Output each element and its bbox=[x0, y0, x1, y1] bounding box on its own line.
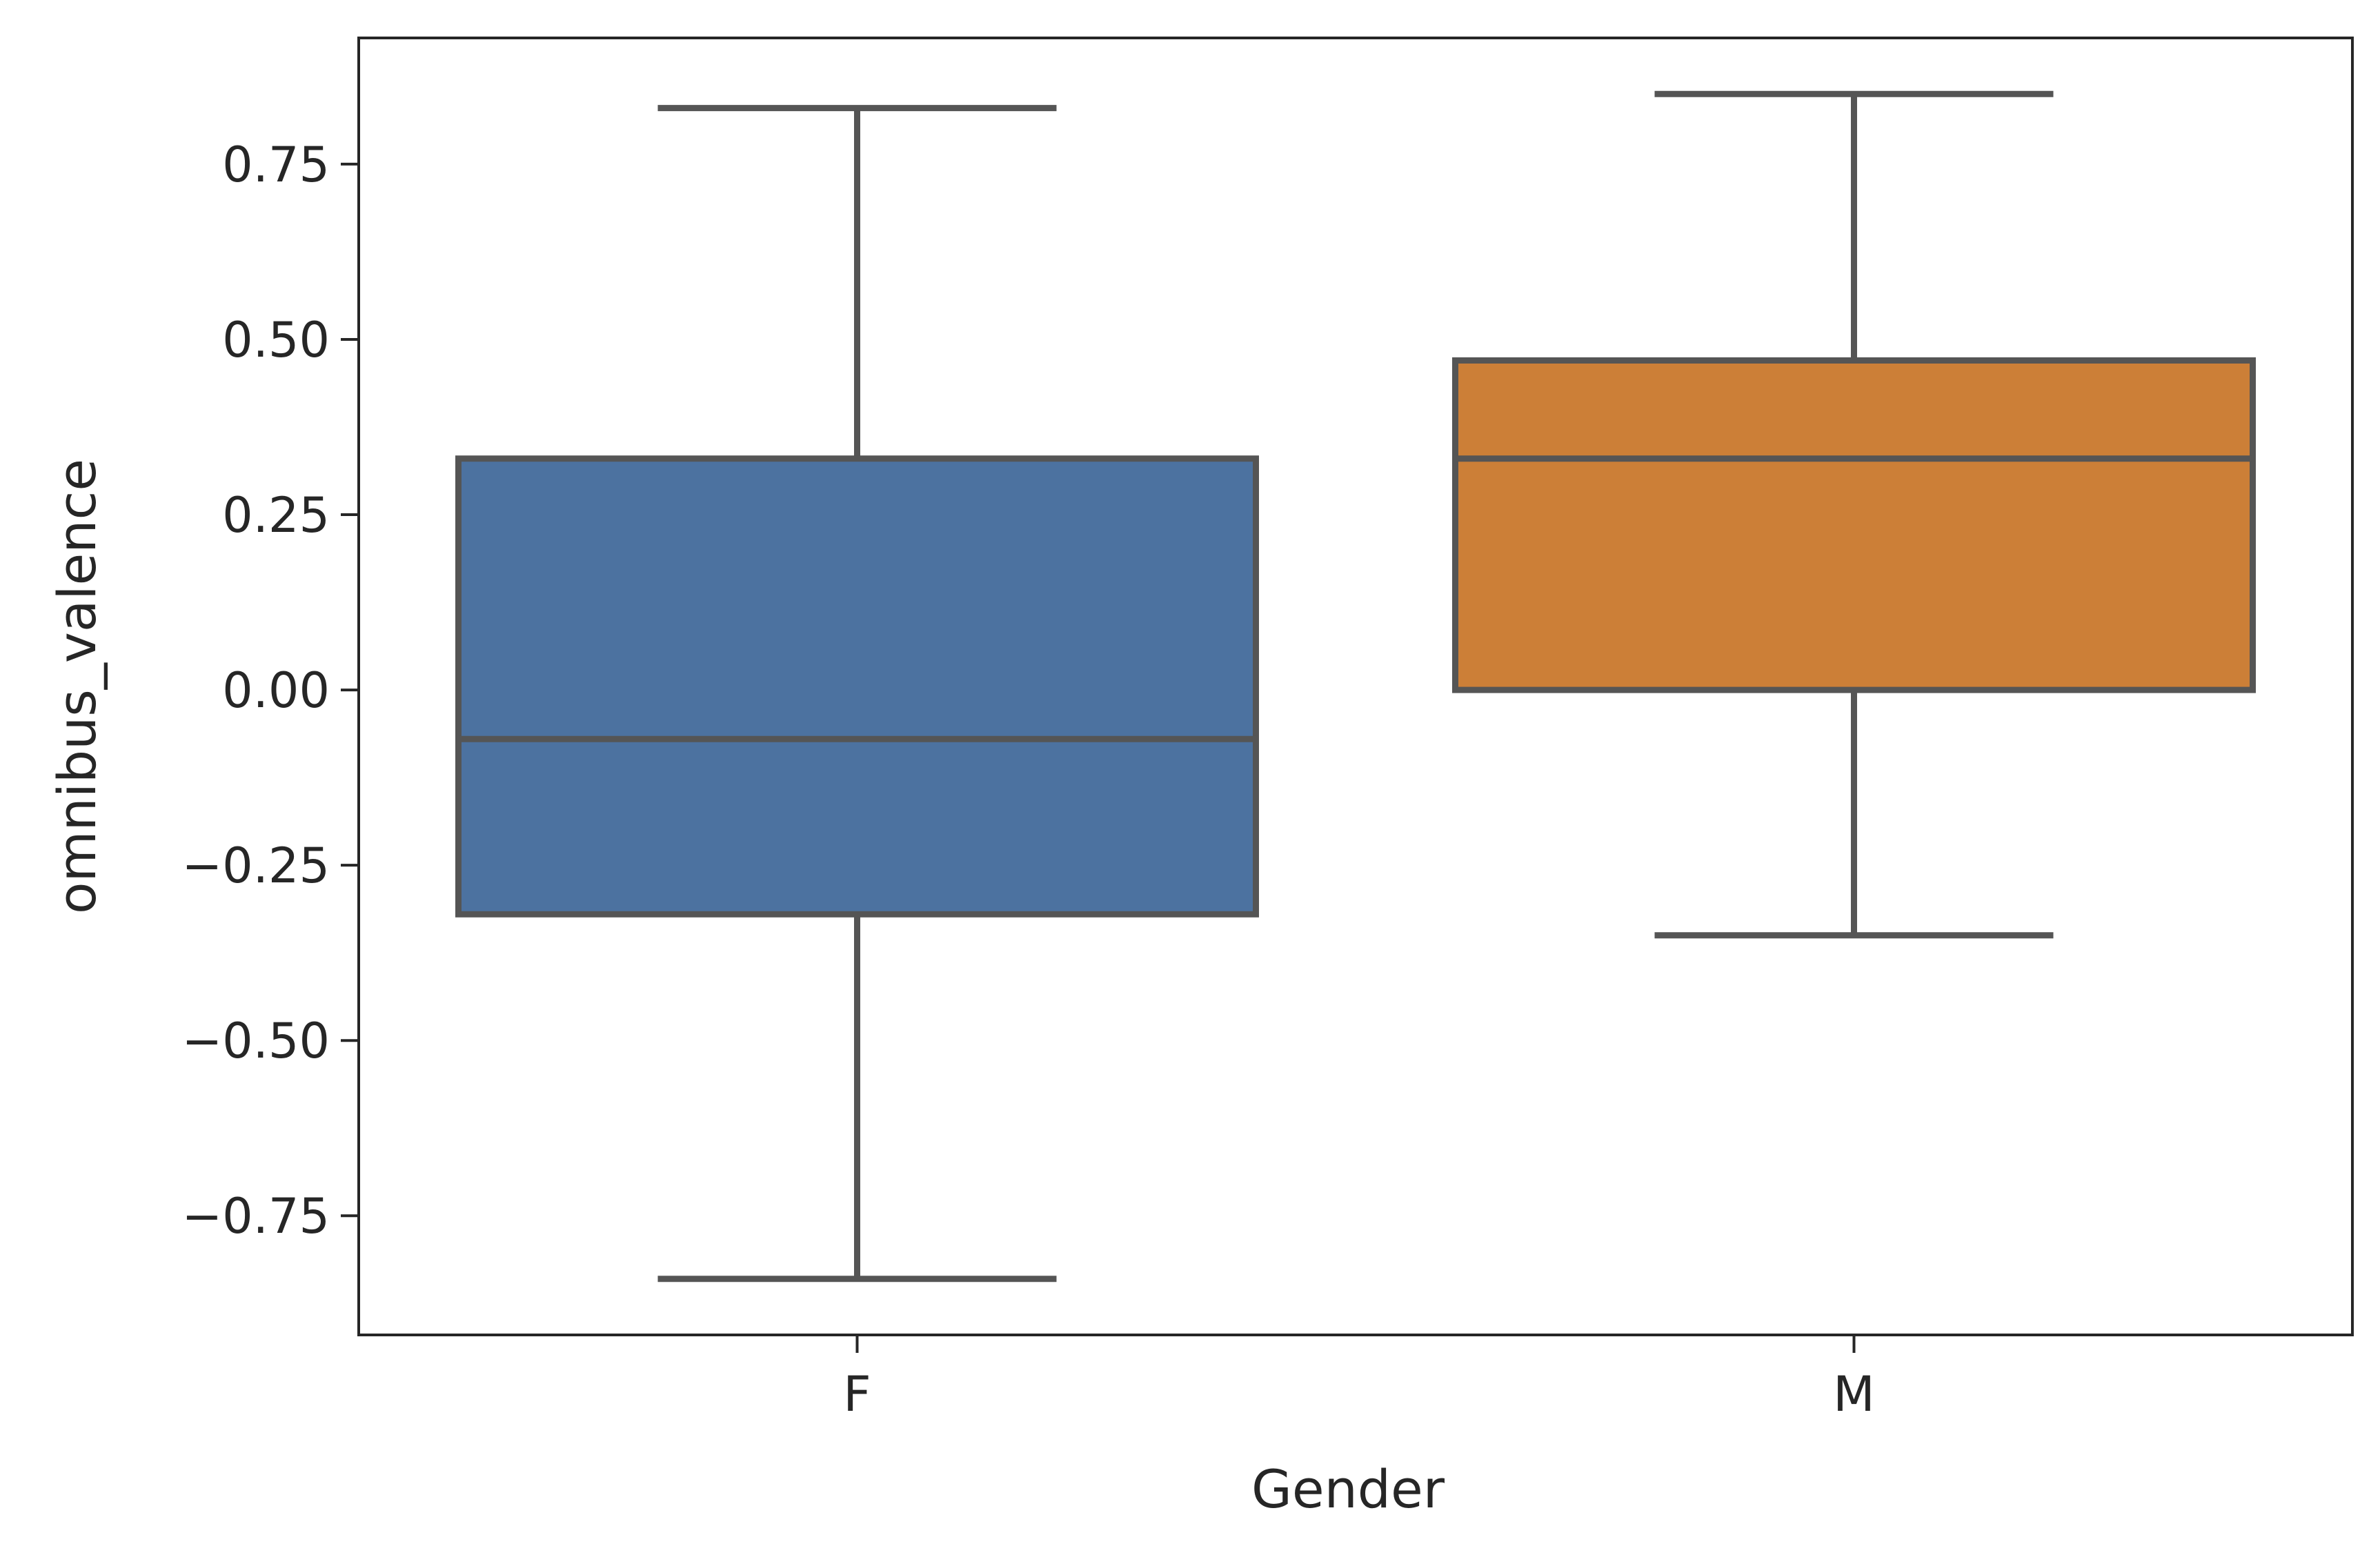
box-group-M bbox=[1452, 90, 2256, 939]
box-iqr bbox=[1452, 357, 2256, 693]
y-tick-label: 0.00 bbox=[222, 662, 330, 719]
y-tick-label: −0.25 bbox=[181, 838, 330, 894]
y-tick-label: 0.25 bbox=[222, 487, 330, 544]
x-tick-label: M bbox=[1833, 1366, 1874, 1423]
x-tick-label: F bbox=[843, 1366, 871, 1423]
y-tick-label: −0.75 bbox=[181, 1188, 330, 1245]
y-tick-label: 0.75 bbox=[222, 137, 330, 193]
x-axis-label: Gender bbox=[1251, 1458, 1445, 1520]
axes-layer: −0.75 −0.50 −0.25 0.00 0.25 0.50 0.75 F M bbox=[181, 37, 2354, 1423]
boxes-layer bbox=[455, 90, 2256, 1282]
y-axis-label: omnibus_valence bbox=[46, 459, 108, 914]
box-group-F bbox=[455, 105, 1259, 1282]
box-iqr bbox=[455, 455, 1259, 918]
y-tick-label: 0.50 bbox=[222, 312, 330, 368]
plot-frame bbox=[357, 37, 2354, 1336]
y-tick-label: −0.50 bbox=[181, 1013, 330, 1069]
